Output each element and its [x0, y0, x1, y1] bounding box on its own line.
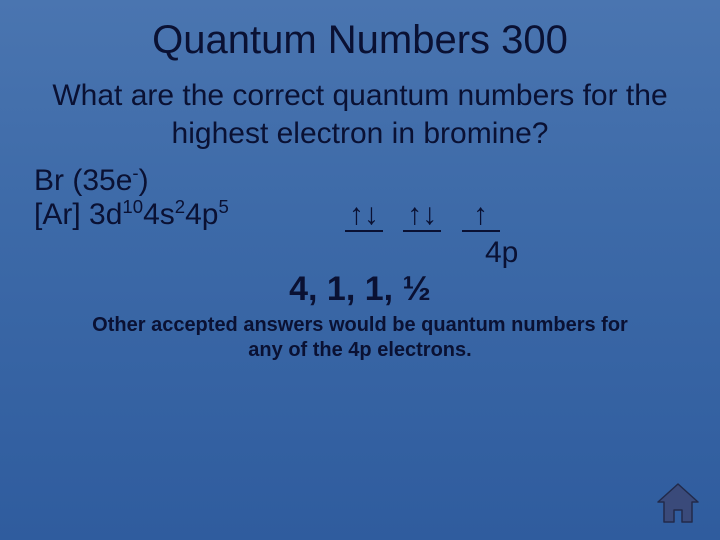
bromine-electron-count: Br (35e-) [0, 154, 720, 198]
answer-text: 4, 1, 1, ½ [0, 270, 720, 309]
br-suffix: ) [139, 164, 149, 197]
question-text: What are the correct quantum numbers for… [0, 63, 720, 154]
orbital-label: 4p [0, 236, 720, 270]
slide-title: Quantum Numbers 300 [0, 0, 720, 63]
electron-config: [Ar] 3d104s24p5 [34, 198, 229, 232]
electron-config-row: [Ar] 3d104s24p5 ↑↓ ↑↓ ↑ [0, 198, 720, 232]
cfg-p3: 2 [175, 196, 185, 217]
orbital-slot-2: ↑↓ [403, 200, 441, 232]
note-text: Other accepted answers would be quantum … [0, 309, 720, 363]
cfg-p4: 4p [185, 198, 218, 231]
br-prefix: Br (35e [34, 164, 132, 197]
orbital-diagram: ↑↓ ↑↓ ↑ [229, 198, 506, 232]
orbital-slot-3: ↑ [462, 200, 500, 232]
cfg-p5: 5 [218, 196, 228, 217]
home-button[interactable] [654, 482, 702, 526]
home-icon [654, 482, 702, 526]
cfg-p2: 4s [143, 198, 175, 231]
orbital-slot-1: ↑↓ [345, 200, 383, 232]
cfg-p0: [Ar] 3d [34, 198, 122, 231]
cfg-p1: 10 [122, 196, 143, 217]
